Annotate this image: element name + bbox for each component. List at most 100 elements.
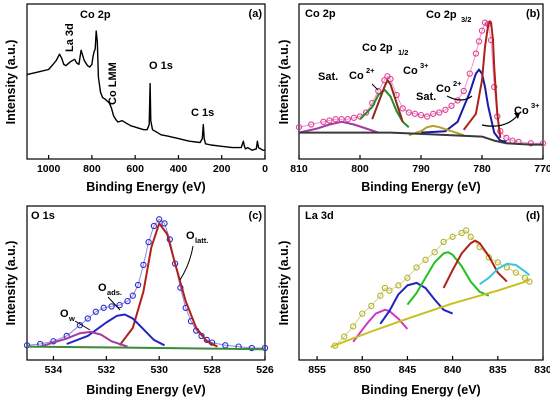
panel-b-data-point xyxy=(417,111,425,119)
panel-b-data-point xyxy=(350,114,358,121)
panel-c-tick-label: 534 xyxy=(45,364,63,376)
panel-b-data-point xyxy=(375,87,382,95)
panel-b-series-line-6 xyxy=(408,124,465,137)
panel-d-xlabel: Binding Energy (eV) xyxy=(361,383,480,397)
panel-a-tag: (a) xyxy=(249,8,263,20)
arrow-olatt xyxy=(179,245,194,281)
panel-d-tick-label: 835 xyxy=(489,364,507,376)
panel-a-ylabel: Intensity (a.u.) xyxy=(4,40,18,125)
panel-d-data-point xyxy=(440,238,447,246)
panel-c-data-point xyxy=(124,297,131,305)
panel-d-series-line-6 xyxy=(330,279,530,348)
panel-d-data-point xyxy=(463,227,470,234)
label-co2p12-sub: 1/2 xyxy=(398,48,408,57)
panel-b-plot-area xyxy=(295,19,547,147)
panel-b-data-point xyxy=(362,109,370,116)
panel-d-data-point xyxy=(377,292,384,299)
panel-c-plot-area xyxy=(23,216,269,352)
panel-c-tick-label: 530 xyxy=(150,364,168,376)
panel-d-tick-label: 850 xyxy=(353,364,371,376)
panel-b-series-line-7 xyxy=(299,131,543,146)
panel-c-title: O 1s xyxy=(31,210,55,222)
panel-c-ylabel: Intensity (a.u.) xyxy=(4,241,18,326)
panel-d-series-line-5 xyxy=(479,262,531,286)
panel-c-data-point xyxy=(161,220,168,227)
label-olatt-sub: latt. xyxy=(195,236,208,245)
panel-d-data-point xyxy=(341,333,348,340)
panel-d: 855 850 845 840 835 830 La 3d (d) Intensity (… xyxy=(277,205,550,397)
panel-d-data-point xyxy=(512,269,520,276)
panel-c-tag: (c) xyxy=(249,210,263,222)
label-co2p32: Co 2p xyxy=(426,9,457,21)
panel-b-data-point xyxy=(466,70,473,77)
panel-b-data-point xyxy=(475,38,483,45)
panel-c-series-line-4 xyxy=(26,345,266,351)
panel-c-data-point xyxy=(203,336,210,344)
panel-c-series-line-2 xyxy=(66,313,165,347)
arrow-ow xyxy=(74,320,91,331)
panel-d-data-point xyxy=(458,229,465,237)
panel-b-data-point xyxy=(405,109,412,116)
panel-d-series-line-2 xyxy=(379,281,453,325)
panel-d-data-point xyxy=(350,323,357,330)
panel-c-data-point xyxy=(145,238,152,246)
label-co2plus-left-sup: 2+ xyxy=(366,66,375,75)
panel-d-data-point xyxy=(368,302,375,310)
arrow-co2plus-right xyxy=(446,95,473,101)
panel-d-data-point xyxy=(404,274,411,281)
panel-d-tick-label: 855 xyxy=(308,364,326,376)
panel-b-tick-label: 790 xyxy=(412,163,430,175)
panel-c-tick-label: 532 xyxy=(98,364,116,376)
panel-c-data-point xyxy=(129,292,136,299)
panel-b-ylabel: Intensity (a.u.) xyxy=(277,40,291,125)
label-la3d: La 3d xyxy=(64,23,76,52)
panel-b-data-point xyxy=(430,110,437,117)
arrow-oads xyxy=(107,296,121,311)
label-co2plus-left: Co xyxy=(349,70,364,82)
panel-b: 810 800 790 780 770 Co 2p (b) Intensity (a.u… xyxy=(277,3,550,194)
panel-b-data-point xyxy=(308,121,315,128)
label-ow: O xyxy=(60,308,69,320)
panel-c-series-line-3 xyxy=(39,330,128,348)
panel-d-data-point xyxy=(359,310,366,317)
panel-b-data-point xyxy=(295,124,303,131)
panel-b-data-point xyxy=(436,109,443,116)
label-co2plus-right-sup: 2+ xyxy=(453,79,462,88)
panel-b-x-ticks: 810 800 790 780 770 xyxy=(290,155,550,175)
panel-c-annotations: O w O ads. O latt. xyxy=(60,230,208,331)
panel-c-data-point xyxy=(156,216,163,223)
panel-b-data-point xyxy=(423,113,431,120)
label-co2p32-sub: 3/2 xyxy=(461,15,471,24)
panel-a-series-line-0 xyxy=(26,30,265,151)
panel-b-series-line-5 xyxy=(298,120,379,134)
panel-c-tick-label: 528 xyxy=(203,364,221,376)
panel-d-data-point xyxy=(521,274,529,281)
panel-c-data-point xyxy=(84,315,91,322)
panel-b-data-point xyxy=(411,110,419,117)
panel-d-data-point xyxy=(381,284,389,292)
panel-a-tick-label: 800 xyxy=(83,163,101,175)
panel-d-data-point xyxy=(494,259,501,266)
panel-b-data-point xyxy=(503,134,510,142)
label-sat-right: Sat. xyxy=(416,91,436,103)
panel-b-xlabel: Binding Energy (eV) xyxy=(361,180,480,194)
panel-a-tick-label: 600 xyxy=(126,163,144,175)
panel-d-tag: (d) xyxy=(526,210,540,222)
panel-d-data-point xyxy=(503,264,511,271)
panel-d-series-line-1 xyxy=(352,308,409,343)
panel-c-envelope-line xyxy=(26,218,265,349)
panel-d-tick-label: 830 xyxy=(534,364,550,376)
label-oads: O xyxy=(98,282,107,294)
panel-a-frame xyxy=(26,3,266,160)
panel-b-annotations: Sat. Co 2+ Co 2p 1/2 Co 3+ Sat. Co 2+ Co… xyxy=(318,9,540,127)
panel-b-data-point xyxy=(478,27,486,34)
panel-d-ylabel: Intensity (a.u.) xyxy=(277,241,291,326)
panel-a: 1000 800 600 400 200 0 (a) Intensity (a.u.) B… xyxy=(4,3,268,194)
label-co3plus-left-sup: 3+ xyxy=(420,61,429,70)
panel-b-tick-label: 800 xyxy=(351,163,369,175)
panel-d-title: La 3d xyxy=(305,210,334,222)
panel-b-data-point xyxy=(387,75,394,83)
label-sat-left: Sat. xyxy=(318,71,338,83)
panel-b-data-point xyxy=(448,102,455,109)
